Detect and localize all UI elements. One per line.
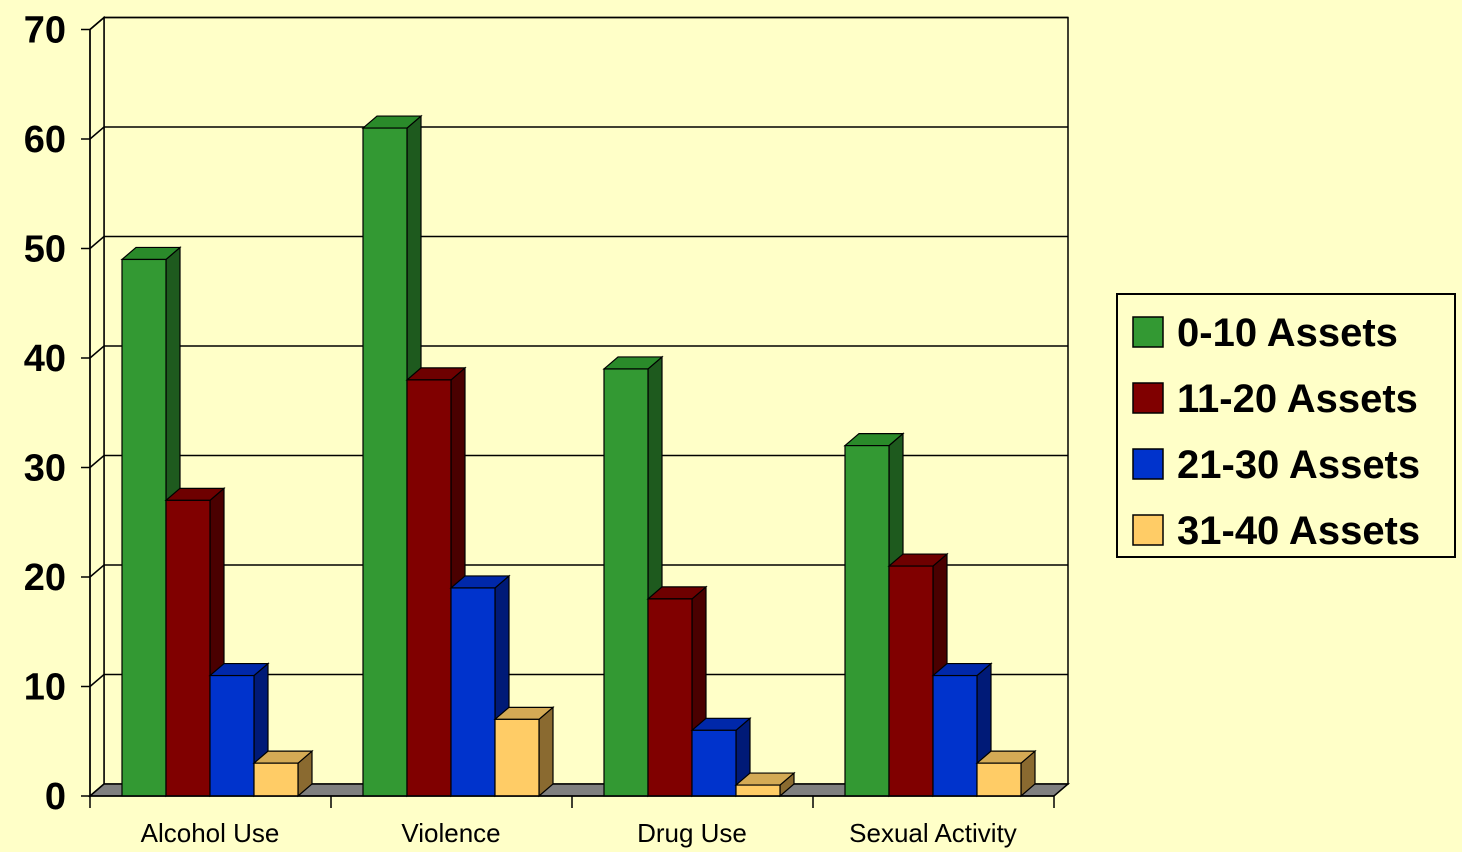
x-tick-label: Drug Use: [637, 818, 747, 848]
legend-swatch: [1132, 382, 1164, 414]
bar: [164, 487, 226, 798]
bar-front: [932, 674, 978, 797]
gridline: [89, 673, 1068, 688]
bar-front: [691, 729, 737, 797]
bar-front: [165, 499, 211, 797]
y-axis-tick-labels: 0 10 20 30 40 50 60 70: [24, 10, 66, 819]
legend-label: 11-20 Assets: [1177, 377, 1418, 421]
bar: [975, 749, 1037, 798]
gridline: [89, 564, 1068, 578]
bar: [690, 716, 752, 798]
bar-front: [450, 587, 496, 797]
legend-item: 31-40 Assets: [1132, 509, 1420, 553]
bar-front: [603, 368, 649, 797]
legend-swatch: [1132, 514, 1164, 546]
legend-label: 0-10 Assets: [1177, 311, 1398, 355]
gridlines: [89, 16, 1068, 688]
chart-walls: [89, 15, 1069, 798]
bar-front: [976, 762, 1022, 797]
bar-front: [735, 784, 781, 797]
gridline: [89, 454, 1068, 469]
legend-item: 0-10 Assets: [1132, 311, 1398, 355]
gridline: [89, 126, 1068, 140]
x-tick-label: Alcohol Use: [141, 818, 280, 848]
bar-front: [253, 762, 299, 797]
bar-side: [538, 706, 554, 798]
y-tick-label: 60: [24, 119, 66, 161]
bar: [252, 749, 314, 798]
y-tick-label: 10: [24, 667, 66, 709]
bar-front: [647, 598, 693, 797]
legend-label: 31-40 Assets: [1177, 509, 1420, 553]
gridline: [89, 235, 1068, 250]
y-tick-label: 70: [24, 10, 66, 52]
y-tick-label: 30: [24, 448, 66, 490]
bar-front: [209, 674, 255, 797]
bar-front: [494, 718, 540, 797]
bar-front: [888, 565, 934, 797]
bar: [493, 706, 555, 798]
legend-swatch: [1132, 448, 1164, 480]
gridline: [89, 16, 1068, 31]
x-tick-label: Sexual Activity: [849, 818, 1017, 848]
bar: [646, 585, 708, 798]
bar-front: [844, 445, 890, 797]
legend-swatch: [1132, 316, 1164, 348]
y-tick-label: 20: [24, 557, 66, 599]
bar: [931, 662, 993, 798]
legend-label: 21-30 Assets: [1177, 443, 1420, 487]
y-tick-label: 0: [45, 776, 66, 818]
side-wall: [89, 15, 105, 798]
legend: 0-10 Assets 11-20 Assets 21-30 Assets 31-40…: [1116, 293, 1456, 558]
legend-box: [1116, 293, 1456, 558]
legend-item: 11-20 Assets: [1132, 377, 1418, 421]
x-tick-label: Violence: [401, 818, 500, 848]
y-tick-label: 50: [24, 229, 66, 271]
bar-front: [362, 127, 408, 797]
legend-item: 21-30 Assets: [1132, 443, 1420, 487]
bar-front: [121, 258, 167, 797]
y-tick-label: 40: [24, 338, 66, 380]
x-axis-tick-labels: Alcohol Use Violence Drug Use Sexual Activi…: [141, 818, 1017, 848]
gridline: [89, 345, 1068, 359]
bar-front: [406, 379, 452, 797]
axes: [81, 28, 1055, 808]
